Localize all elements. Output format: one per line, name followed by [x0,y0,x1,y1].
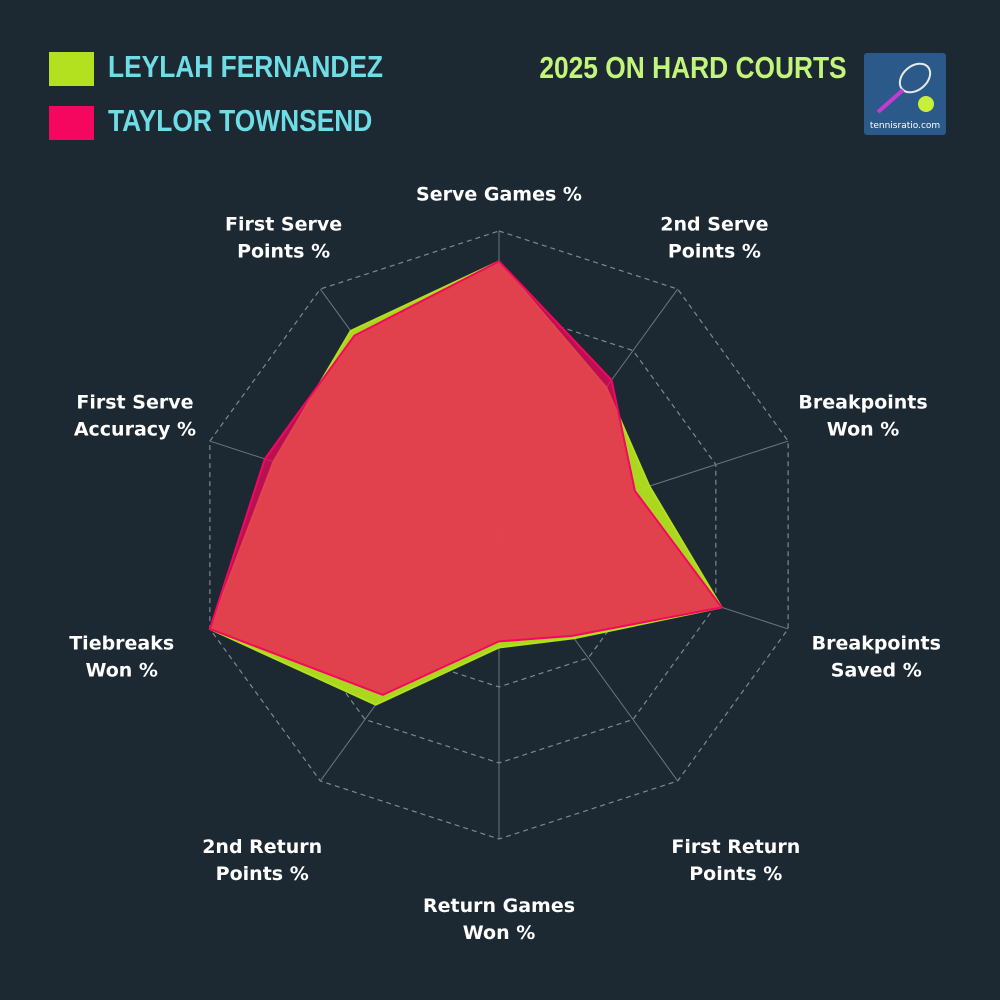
logo: tennisratio.com [864,53,946,135]
axis-label: 2nd Serve [660,214,768,236]
chart-title: 2025 ON HARD COURTS [539,51,846,85]
axis-label: Points % [668,241,761,263]
axis-label: Won % [85,660,158,682]
legend-label: LEYLAH FERNANDEZ [108,50,383,84]
legend-swatch [49,52,94,86]
axis-label: Saved % [831,660,922,682]
logo-handle [876,88,905,114]
axis-label: Points % [216,863,309,885]
axis-label: First Serve [76,392,193,414]
axis-label: Won % [463,922,536,944]
axis-label: Accuracy % [74,419,196,441]
axis-label: Tiebreaks [69,633,174,655]
logo-text: tennisratio.com [870,121,940,131]
axis-label: First Return [671,836,800,858]
axis-label: Breakpoints [798,392,927,414]
axis-label: Won % [827,419,900,441]
series-area [208,260,723,696]
axis-label: Points % [689,863,782,885]
axis-label: Serve Games % [416,184,582,206]
legend-swatch [49,106,94,140]
axis-label: Return Games [423,895,575,917]
axis-label: Points % [237,241,330,263]
axis-label: First Serve [225,214,342,236]
axis-label: 2nd Return [202,836,322,858]
axis-label: Breakpoints [812,633,941,655]
logo-box [864,53,946,135]
logo-ball [918,96,934,112]
legend-label: TAYLOR TOWNSEND [108,104,372,138]
